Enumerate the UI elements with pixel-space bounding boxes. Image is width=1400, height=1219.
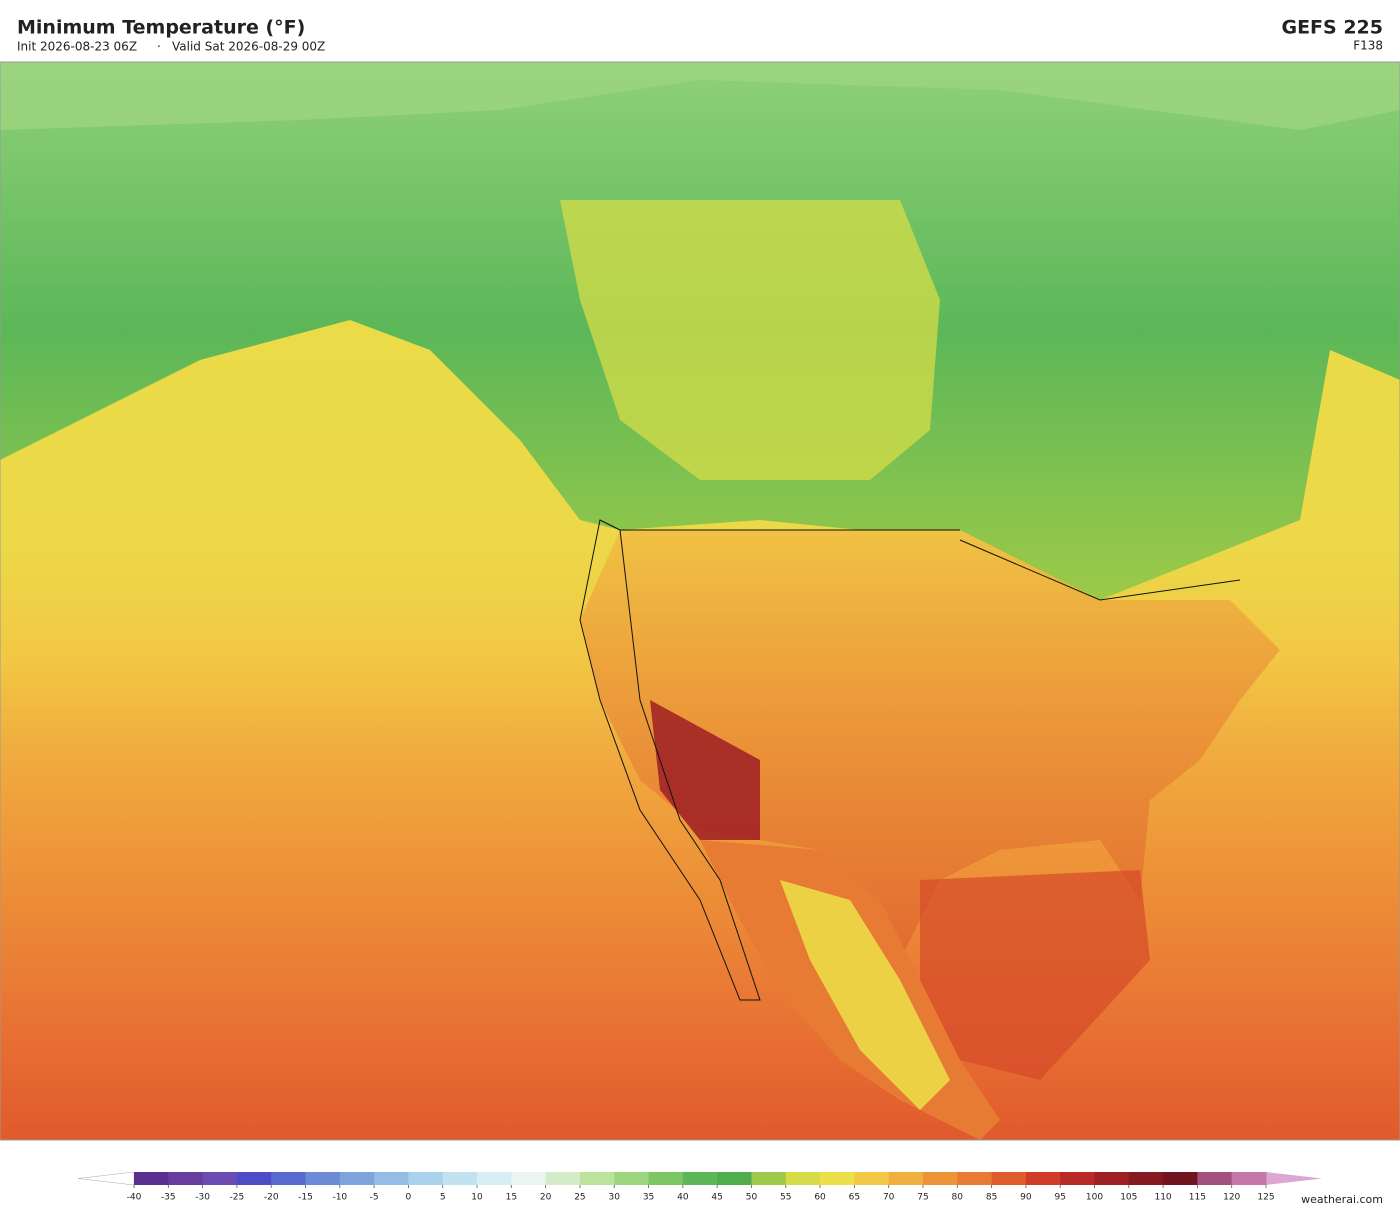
colorbar-bin bbox=[579, 1172, 615, 1185]
title: Minimum Temperature (°F) bbox=[17, 17, 305, 39]
init-time: Init 2026-08-23 06Z bbox=[17, 40, 137, 54]
colorbar-bin bbox=[202, 1172, 238, 1185]
colorbar-tick-label: 85 bbox=[986, 1193, 997, 1203]
colorbar-tick-label: -25 bbox=[230, 1193, 245, 1203]
model-name: GEFS 225 bbox=[1281, 17, 1383, 39]
colorbar-under bbox=[77, 1171, 135, 1186]
colorbar-tick-label: 10 bbox=[471, 1193, 483, 1203]
colorbar-bin bbox=[1094, 1172, 1130, 1185]
colorbar-bin bbox=[717, 1172, 752, 1185]
colorbar-bin bbox=[854, 1172, 890, 1185]
colorbar-tick-label: 115 bbox=[1189, 1193, 1206, 1203]
colorbar-tick-label: 60 bbox=[814, 1193, 826, 1203]
colorbar-tick-label: 5 bbox=[440, 1193, 446, 1203]
colorbar-tick-label: 45 bbox=[711, 1193, 722, 1203]
colorbar-tick-label: -40 bbox=[127, 1193, 142, 1203]
colorbar-tick-label: 30 bbox=[609, 1193, 621, 1203]
colorbar-tick-label: 75 bbox=[917, 1193, 928, 1203]
colorbar-over bbox=[1266, 1172, 1322, 1185]
colorbar-bin bbox=[134, 1172, 169, 1185]
colorbar-bin bbox=[442, 1172, 478, 1185]
forecast-hour: F138 bbox=[1353, 39, 1383, 53]
colorbar-tick-label: -35 bbox=[161, 1193, 176, 1203]
colorbar-bin bbox=[785, 1172, 821, 1185]
map bbox=[0, 61, 1400, 1141]
colorbar-tick-label: 95 bbox=[1054, 1193, 1065, 1203]
colorbar-tick-label: 110 bbox=[1154, 1193, 1171, 1203]
colorbar-tick-label: 40 bbox=[677, 1193, 689, 1203]
colorbar-bin bbox=[511, 1172, 547, 1185]
colorbar-bin bbox=[751, 1172, 787, 1185]
valid-time: Valid Sat 2026-08-29 00Z bbox=[172, 40, 325, 54]
colorbar-bin bbox=[820, 1172, 855, 1185]
colorbar-tick-label: 55 bbox=[780, 1193, 791, 1203]
colorbar-tick-label: -10 bbox=[332, 1193, 347, 1203]
colorbar-bin bbox=[1128, 1172, 1164, 1185]
colorbar-tick-label: 25 bbox=[574, 1193, 585, 1203]
colorbar: -40 -35 -30 -25 -20 -15 -10 -5 0 5 10 15 20 25 30 35 40 4… bbox=[77, 1171, 1322, 1203]
colorbar-tick-label: 50 bbox=[746, 1193, 758, 1203]
colorbar-tick-label: 90 bbox=[1020, 1193, 1032, 1203]
colorbar-bin bbox=[682, 1172, 718, 1185]
colorbar-tick-label: 20 bbox=[540, 1193, 552, 1203]
colorbar-bin bbox=[374, 1172, 409, 1185]
colorbar-bin bbox=[1025, 1172, 1061, 1185]
colorbar-bin bbox=[168, 1172, 204, 1185]
colorbar-bin bbox=[408, 1172, 444, 1185]
colorbar-tick-label: -5 bbox=[370, 1193, 379, 1203]
colorbar-tick-label: -20 bbox=[264, 1193, 279, 1203]
colorbar-bin bbox=[236, 1172, 272, 1185]
colorbar-bin bbox=[1060, 1172, 1095, 1185]
colorbar-bin bbox=[1197, 1172, 1233, 1185]
colorbar-tick-label: 35 bbox=[643, 1193, 654, 1203]
colorbar-tick-label: 0 bbox=[406, 1193, 412, 1203]
colorbar-bin bbox=[1163, 1172, 1198, 1185]
colorbar-bin bbox=[922, 1172, 958, 1185]
colorbar-tick-label: 100 bbox=[1086, 1193, 1103, 1203]
colorbar-tick-label: 65 bbox=[849, 1193, 860, 1203]
colorbar-bin bbox=[339, 1172, 375, 1185]
colorbar-bin bbox=[1231, 1172, 1267, 1185]
colorbar-tick-label: 125 bbox=[1257, 1193, 1274, 1203]
separator: · bbox=[157, 40, 161, 54]
colorbar-tick-label: 70 bbox=[883, 1193, 895, 1203]
colorbar-tick-label: 120 bbox=[1223, 1193, 1240, 1203]
colorbar-tick-label: -30 bbox=[195, 1193, 210, 1203]
colorbar-bin bbox=[648, 1172, 684, 1185]
colorbar-bin bbox=[888, 1172, 924, 1185]
colorbar-bin bbox=[991, 1172, 1027, 1185]
colorbar-tick-label: 105 bbox=[1120, 1193, 1137, 1203]
colorbar-tick-label: 15 bbox=[506, 1193, 517, 1203]
colorbar-bin bbox=[614, 1172, 650, 1185]
colorbar-tick-label: -15 bbox=[298, 1193, 313, 1203]
colorbar-bin bbox=[957, 1172, 993, 1185]
colorbar-tick-label: 80 bbox=[952, 1193, 964, 1203]
colorbar-bin bbox=[477, 1172, 512, 1185]
colorbar-bin bbox=[271, 1172, 307, 1185]
watermark: weatherai.com bbox=[1301, 1193, 1383, 1206]
colorbar-bin bbox=[545, 1172, 581, 1185]
colorbar-bin bbox=[305, 1172, 341, 1185]
